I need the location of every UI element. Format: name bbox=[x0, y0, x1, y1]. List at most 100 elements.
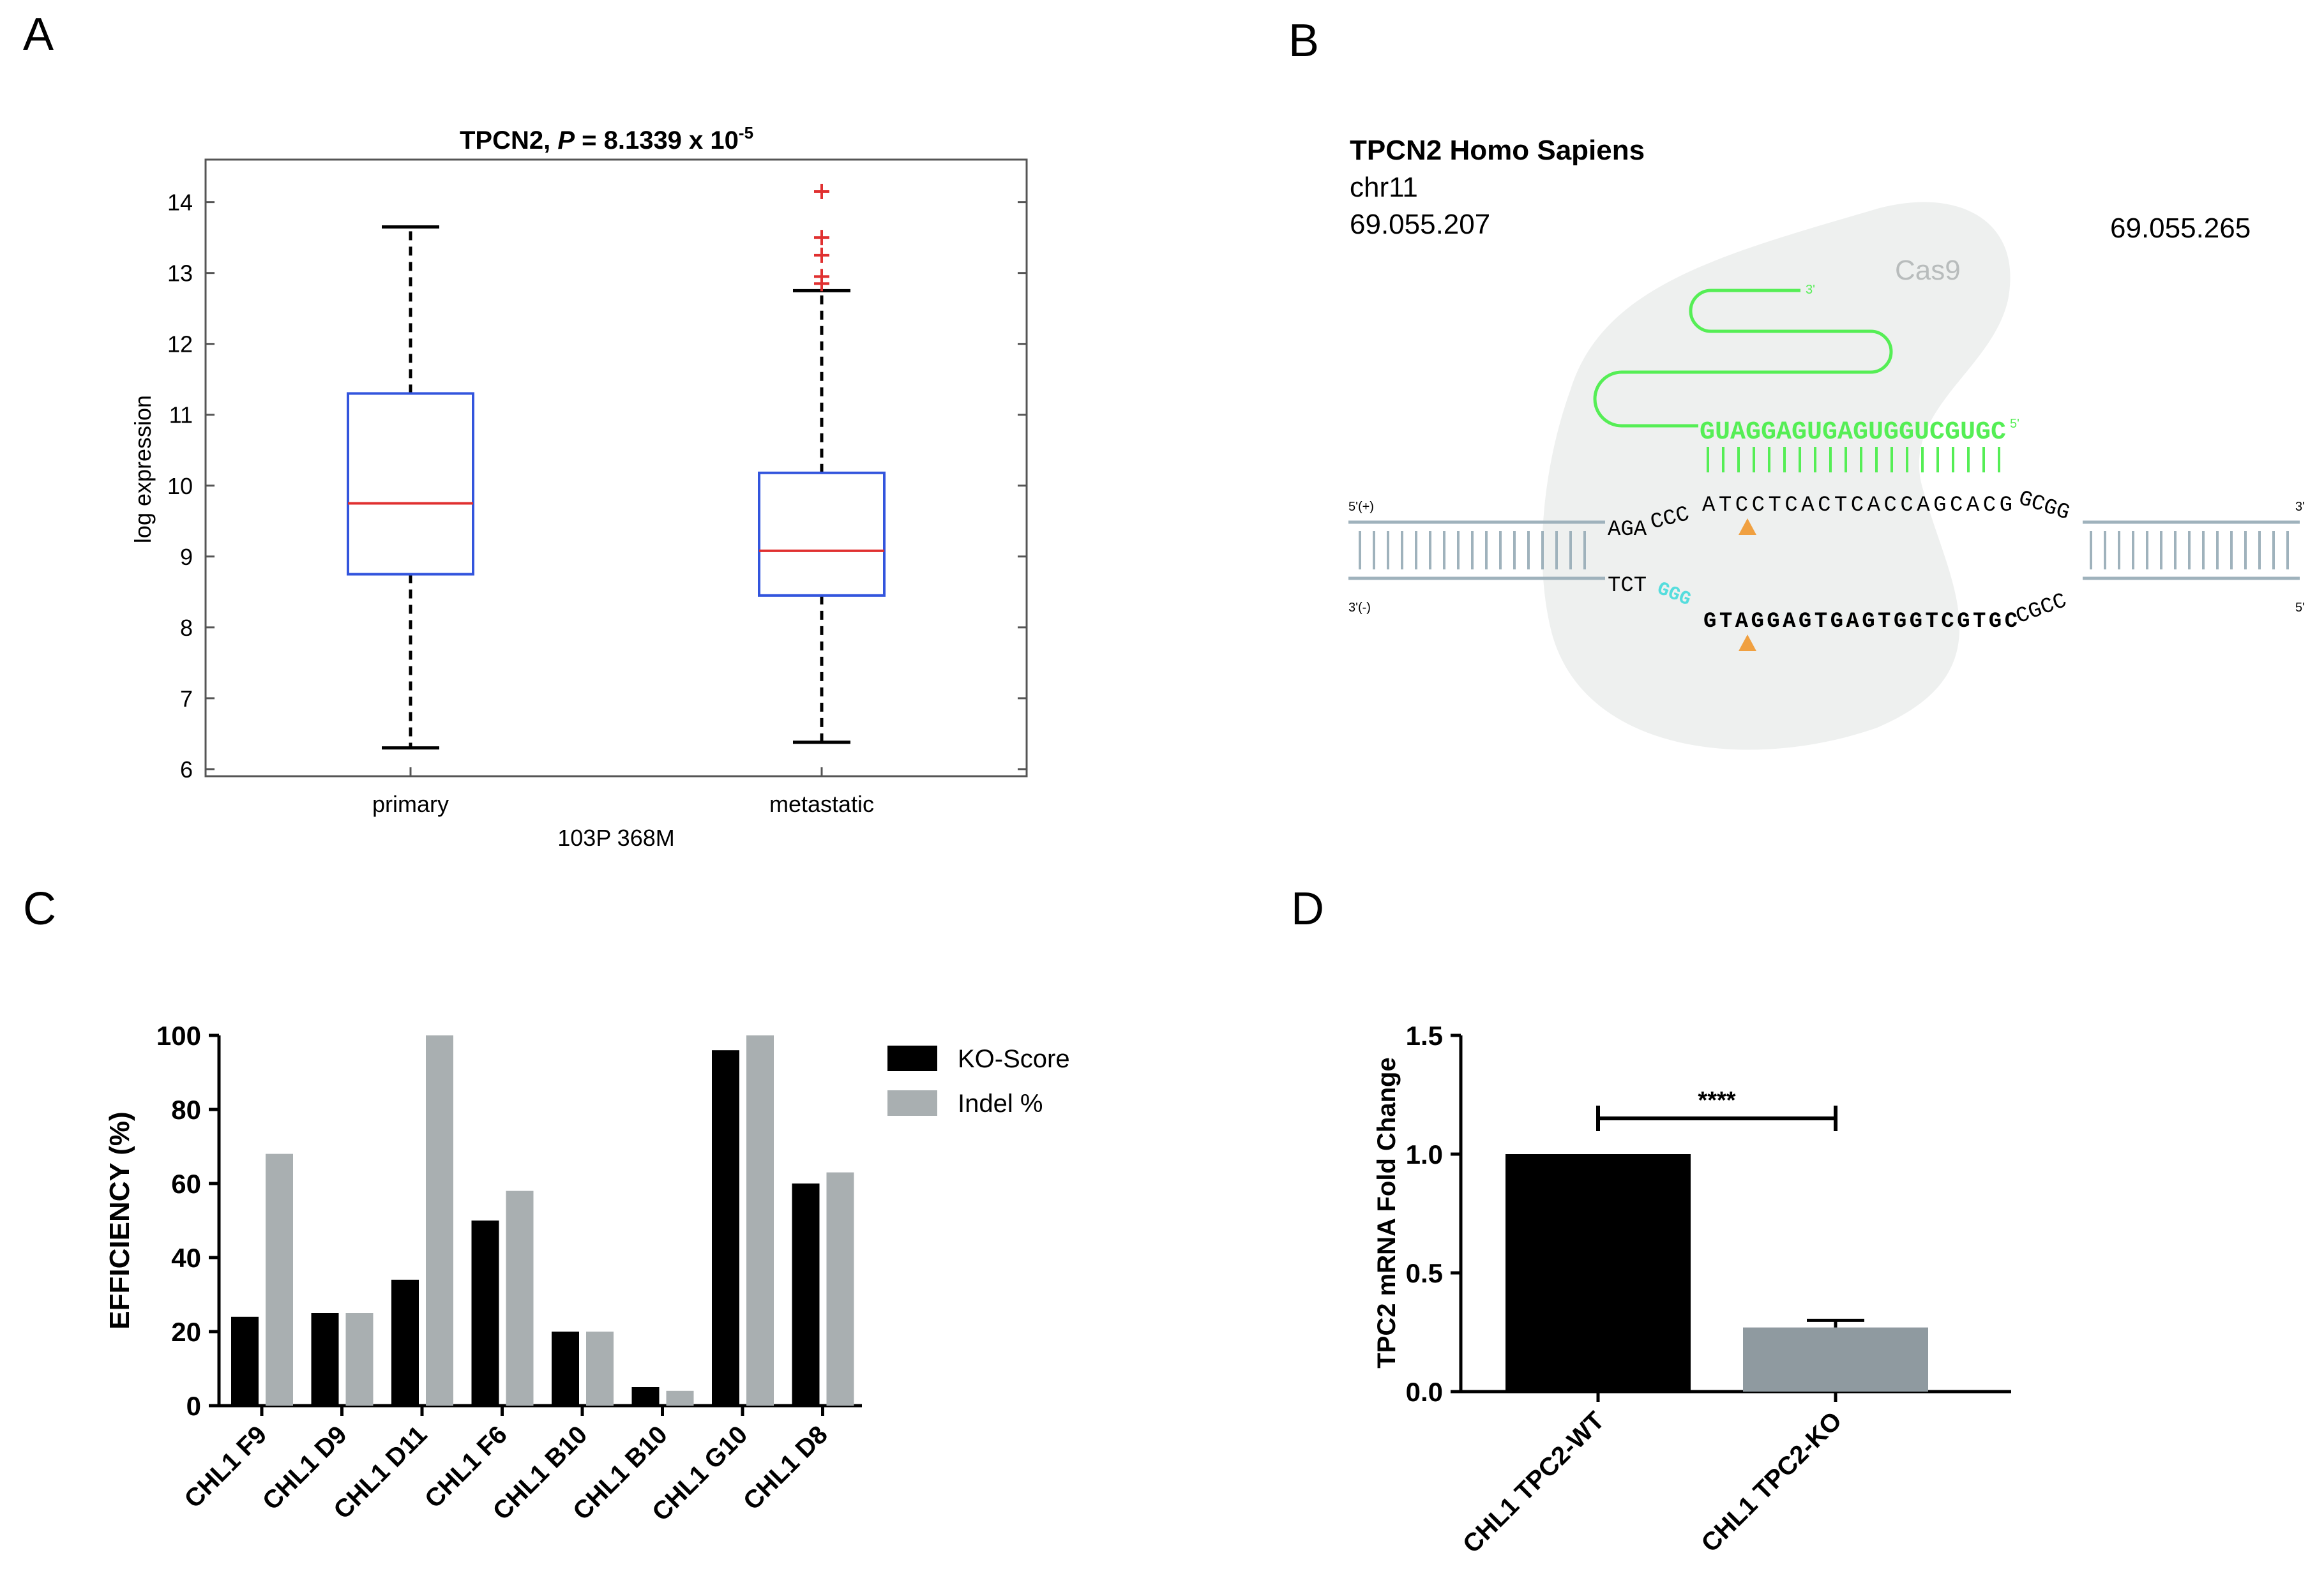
cut-site-bottom-marker bbox=[1739, 635, 1756, 651]
title-exponent: -5 bbox=[739, 123, 753, 142]
boxplot-y-tick-label: 11 bbox=[169, 402, 193, 428]
crispr-diagram-panel: TPCN2 Homo Sapiens chr11 69.055.207 69.0… bbox=[1348, 135, 2305, 750]
title-value: = 8.1339 x 10 bbox=[575, 126, 739, 154]
boxplot-y-tick-label: 7 bbox=[180, 686, 193, 712]
boxplot-y-tick-label: 6 bbox=[180, 756, 193, 783]
bar-indel bbox=[826, 1172, 854, 1406]
bar-indel bbox=[746, 1035, 774, 1406]
efficiency-y-tick-label: 0 bbox=[186, 1391, 201, 1421]
grna-sequence: GUAGGAGUGAGUGGUCGUGC bbox=[1700, 418, 2006, 447]
boxplot-y-tick-label: 9 bbox=[180, 544, 193, 570]
fold-change-panel: 0.0 0.5 1.0 1.5 CHL1 TPC2-WT CHL1 TPC2-KO **… bbox=[1373, 1021, 2011, 1559]
grna-pairing-ticks bbox=[1707, 447, 2000, 472]
diagram-position-start: 69.055.207 bbox=[1350, 209, 1490, 240]
fold-change-y-ticks: 0.0 0.5 1.0 1.5 bbox=[1406, 1021, 1461, 1407]
cut-site-top-marker bbox=[1739, 518, 1756, 535]
box-primary bbox=[347, 392, 474, 576]
efficiency-y-tick-label: 40 bbox=[171, 1243, 201, 1273]
legend-label-ko-score: KO-Score bbox=[958, 1045, 1070, 1073]
top-strand-3prime: 3' bbox=[2295, 500, 2305, 514]
boxplot-x-tick-label: primary bbox=[372, 791, 449, 817]
top-flank-seq: AGA bbox=[1608, 518, 1647, 542]
bar-ko-score bbox=[712, 1050, 739, 1406]
boxplot-y-tick-label: 8 bbox=[180, 615, 193, 641]
bar-indel bbox=[426, 1035, 453, 1406]
diagram-chromosome: chr11 bbox=[1350, 172, 1418, 203]
dna-base-pair-ticks bbox=[1359, 531, 2289, 569]
efficiency-y-tick-label: 20 bbox=[171, 1317, 201, 1347]
panel-letter-a: A bbox=[23, 9, 54, 60]
bar-indel bbox=[666, 1390, 694, 1406]
cas9-label: Cas9 bbox=[1895, 255, 1961, 286]
efficiency-x-tick-label: CHL1 F9 bbox=[179, 1420, 273, 1514]
boxplot-y-tick-label: 10 bbox=[167, 473, 193, 499]
bottom-flank-seq: TCT bbox=[1608, 574, 1647, 598]
fold-change-x-tick-label: CHL1 TPC2-KO bbox=[1696, 1406, 1847, 1558]
guide-rna-loop bbox=[1593, 289, 1893, 428]
fold-change-y-label: TPC2 mRNA Fold Change bbox=[1373, 1057, 1401, 1368]
efficiency-y-label: EFFICIENCY (%) bbox=[104, 1111, 135, 1329]
fold-change-bars bbox=[1505, 1154, 1928, 1392]
boxplot-y-ticks: 6 7 8 9 10 11 12 13 14 bbox=[167, 190, 1027, 783]
efficiency-y-ticks: 0 20 40 60 80 100 bbox=[156, 1021, 219, 1421]
title-p: P bbox=[557, 126, 575, 154]
fold-change-y-tick-label: 1.5 bbox=[1406, 1021, 1443, 1051]
diagram-title: TPCN2 Homo Sapiens bbox=[1350, 135, 1645, 166]
bar-indel bbox=[345, 1313, 374, 1406]
boxplot-boxes bbox=[347, 183, 886, 750]
boxplot-x-label: 103P 368M bbox=[557, 825, 674, 851]
bottom-strand-3prime: 3'(-) bbox=[1348, 601, 1371, 615]
bar-ko-score bbox=[552, 1332, 579, 1406]
fold-change-x-tick-label: CHL1 TPC2-WT bbox=[1458, 1406, 1610, 1559]
grna-3prime-label: 3' bbox=[1806, 283, 1815, 297]
bar-chl1-tpc2-wt bbox=[1505, 1154, 1691, 1392]
panel-letter-c: C bbox=[23, 883, 56, 935]
cas9-protein-shape bbox=[1542, 202, 2011, 750]
top-target-seq: ATCCTCACTCACCAGCACG bbox=[1702, 493, 2012, 518]
fold-change-y-tick-label: 0.0 bbox=[1406, 1377, 1443, 1407]
efficiency-x-tick-label: CHL1 D8 bbox=[738, 1420, 833, 1515]
boxplot-panel: TPCN2, P = 8.1339 x 10-5 67891011121314 … bbox=[130, 123, 1028, 851]
efficiency-y-tick-label: 60 bbox=[171, 1169, 201, 1199]
bar-ko-score bbox=[231, 1316, 259, 1406]
efficiency-legend: KO-Score Indel % bbox=[887, 1045, 1070, 1118]
panel-letter-b: B bbox=[1288, 15, 1319, 66]
panel-letter-d: D bbox=[1291, 883, 1324, 935]
fold-change-y-tick-label: 1.0 bbox=[1406, 1139, 1443, 1169]
bar-ko-score bbox=[391, 1279, 419, 1406]
top-arc-right-seq: GCGG bbox=[2016, 486, 2072, 525]
fold-change-y-tick-label: 0.5 bbox=[1406, 1258, 1443, 1288]
legend-swatch-indel bbox=[887, 1090, 937, 1116]
box-metastatic bbox=[758, 471, 886, 597]
boxplot-y-tick-label: 13 bbox=[167, 260, 193, 287]
boxplot-y-label: log expression bbox=[130, 395, 156, 543]
boxplot-y-tick-label: 12 bbox=[167, 331, 193, 357]
fold-change-x-labels: CHL1 TPC2-WT CHL1 TPC2-KO bbox=[1458, 1392, 1847, 1559]
bottom-arc-right-seq: CGCC bbox=[2013, 589, 2071, 630]
boxplot-x-tick-label: metastatic bbox=[769, 791, 874, 817]
bar-ko-score bbox=[631, 1387, 660, 1406]
significance-stars: **** bbox=[1698, 1087, 1735, 1114]
legend-swatch-ko-score bbox=[887, 1046, 937, 1071]
efficiency-y-tick-label: 80 bbox=[171, 1095, 201, 1125]
boxplot-title: TPCN2, P = 8.1339 x 10-5 bbox=[460, 123, 753, 154]
bar-ko-score bbox=[471, 1221, 499, 1406]
boxplot-frame bbox=[204, 158, 1028, 778]
efficiency-bars bbox=[231, 1035, 854, 1406]
bar-indel bbox=[586, 1332, 614, 1406]
bar-chl1-tpc2-ko bbox=[1743, 1327, 1928, 1392]
boxplot-x-labels: primary metastatic bbox=[372, 767, 874, 817]
bar-ko-score bbox=[792, 1184, 820, 1406]
bar-ko-score bbox=[311, 1313, 339, 1406]
bottom-strand-5prime: 5' bbox=[2295, 601, 2305, 615]
efficiency-y-tick-label: 100 bbox=[156, 1021, 201, 1051]
grna-5prime-label: 5' bbox=[2010, 417, 2019, 431]
top-strand-5prime: 5'(+) bbox=[1348, 500, 1374, 514]
bar-indel bbox=[266, 1153, 293, 1406]
legend-label-indel: Indel % bbox=[958, 1090, 1043, 1118]
boxplot-y-tick-label: 14 bbox=[167, 190, 193, 216]
bar-indel bbox=[506, 1191, 534, 1406]
